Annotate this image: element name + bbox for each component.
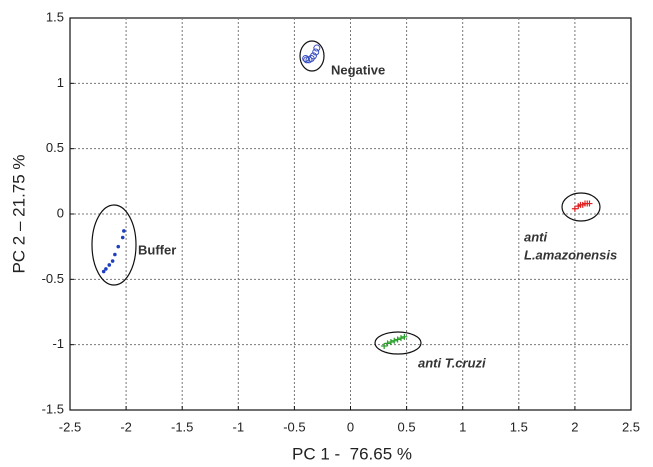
x-tick-label: -1 <box>233 419 245 434</box>
point <box>122 229 126 233</box>
x-tick-label: 0 <box>347 419 354 434</box>
point <box>305 56 313 64</box>
point <box>394 336 401 343</box>
annotation: Negative <box>331 62 385 77</box>
point <box>104 267 108 271</box>
point <box>101 269 106 274</box>
point <box>120 235 125 240</box>
point <box>384 340 391 347</box>
point <box>303 56 311 64</box>
y-tick-label: 1.5 <box>46 9 64 24</box>
x-tick-label: -2 <box>120 419 132 434</box>
annotation: anti <box>524 229 548 244</box>
y-tick-label: 1 <box>57 75 64 90</box>
cluster-ellipse <box>374 331 422 355</box>
annotation: anti T.cruzi <box>418 355 486 370</box>
points <box>101 44 593 349</box>
point <box>113 252 117 257</box>
y-tick-label: -1.5 <box>42 401 64 416</box>
point <box>312 48 320 56</box>
x-tick-label: 1 <box>459 419 466 434</box>
x-tick-label: 1.5 <box>510 419 528 434</box>
point <box>391 337 398 344</box>
cluster-ellipse <box>299 40 325 72</box>
y-tick-label: 0 <box>57 205 64 220</box>
y-tick-label: 0.5 <box>46 140 64 155</box>
x-tick-label: 2.5 <box>622 419 640 434</box>
cluster-ellipse <box>561 192 601 222</box>
point <box>381 342 388 349</box>
x-tick-label: 2 <box>571 419 578 434</box>
cluster-ellipse <box>91 204 137 286</box>
point <box>302 55 310 63</box>
point <box>401 333 408 340</box>
y-tick-label: -1 <box>52 336 64 351</box>
x-tick-label: -0.5 <box>283 419 305 434</box>
x-tick-label: -2.5 <box>59 419 81 434</box>
point <box>107 263 112 267</box>
x-tick-label: -1.5 <box>171 419 193 434</box>
annotation: L.amazonensis <box>524 247 617 262</box>
point <box>116 244 121 249</box>
x-axis-title: PC 1 - 76.65 % <box>292 444 412 463</box>
grid: -2.5 -2 -1.5 -1 -0.5 0 0.5 1 1.5 2 2.5 -1.5 -1 -0.5 0 0… <box>42 9 640 434</box>
y-axis-title: PC 2 – 21.75 % <box>9 154 28 273</box>
point <box>571 205 578 212</box>
point <box>110 259 115 263</box>
y-tick-label: -0.5 <box>42 271 64 286</box>
point <box>387 339 394 346</box>
x-tick-label: 0.5 <box>398 419 416 434</box>
point <box>397 335 404 342</box>
annotation: Buffer <box>138 242 176 257</box>
point <box>586 200 593 207</box>
point <box>313 44 321 52</box>
